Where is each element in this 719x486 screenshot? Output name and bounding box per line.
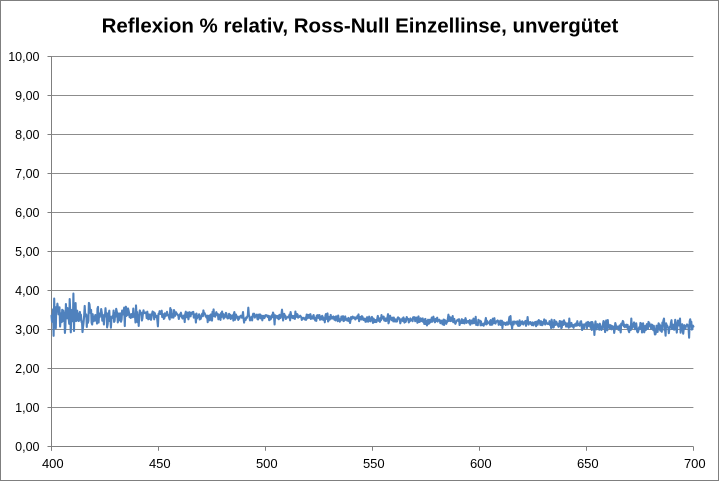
- svg-text:550: 550: [363, 456, 385, 471]
- svg-text:9,00: 9,00: [15, 89, 39, 103]
- svg-text:400: 400: [42, 456, 64, 471]
- svg-text:5,00: 5,00: [15, 245, 39, 259]
- svg-text:6,00: 6,00: [15, 206, 39, 220]
- svg-text:3,00: 3,00: [15, 323, 39, 337]
- svg-text:1,00: 1,00: [15, 401, 39, 415]
- svg-text:500: 500: [256, 456, 278, 471]
- svg-text:700: 700: [684, 456, 706, 471]
- svg-text:8,00: 8,00: [15, 128, 39, 142]
- svg-text:Reflexion % relativ, Ross-Null: Reflexion % relativ, Ross-Null Einzellin…: [102, 15, 619, 38]
- svg-text:10,00: 10,00: [8, 50, 39, 64]
- svg-text:4,00: 4,00: [15, 284, 39, 298]
- svg-text:2,00: 2,00: [15, 362, 39, 376]
- svg-text:450: 450: [149, 456, 171, 471]
- svg-text:0,00: 0,00: [15, 440, 39, 454]
- svg-text:650: 650: [577, 456, 599, 471]
- svg-text:7,00: 7,00: [15, 167, 39, 181]
- svg-text:600: 600: [470, 456, 492, 471]
